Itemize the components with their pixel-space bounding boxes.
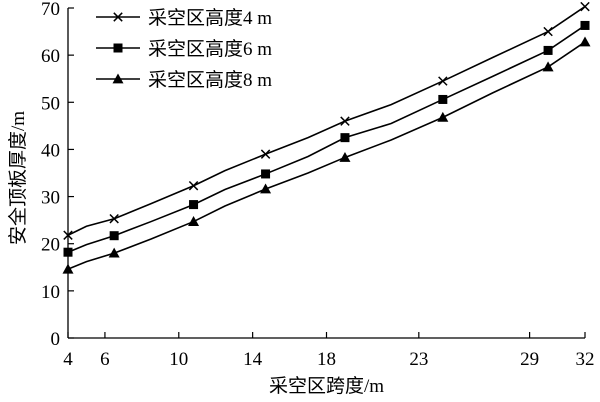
x-axis-title: 采空区跨度/m <box>269 375 384 397</box>
series-2 <box>63 20 590 257</box>
ticks: 0 10 20 30 40 50 60 70 4 6 10 14 18 23 29 32 <box>41 0 595 370</box>
x-tick-label: 23 <box>409 349 428 370</box>
y-tick-label: 30 <box>41 188 60 209</box>
x-tick-label: 32 <box>576 349 595 370</box>
x-marker-stroke <box>109 213 119 224</box>
series-line <box>67 5 586 236</box>
series-line <box>67 24 586 253</box>
data-point <box>340 133 350 143</box>
y-tick-label: 20 <box>41 235 60 256</box>
data-point <box>579 36 591 47</box>
data-point <box>109 213 119 224</box>
legend-label: 采空区高度6 m <box>148 38 272 60</box>
y-tick-label: 0 <box>51 329 61 350</box>
x-marker-stroke <box>543 26 553 37</box>
legend-item-1: 采空区高度4 m <box>96 7 272 29</box>
y-tick-label: 60 <box>41 46 60 67</box>
data-point <box>63 230 73 240</box>
legend: 采空区高度4 m 采空区高度6 m 采空区高度8 m <box>96 7 272 91</box>
legend-item-2: 采空区高度6 m <box>96 38 272 60</box>
y-tick-label: 70 <box>41 0 60 20</box>
series-line <box>67 41 586 270</box>
x-marker-stroke <box>580 1 590 12</box>
x-tick-label: 29 <box>520 349 539 370</box>
x-marker-stroke <box>260 149 271 159</box>
x-tick-label: 14 <box>243 349 263 370</box>
y-tick-label: 10 <box>41 282 60 303</box>
data-point <box>580 1 590 12</box>
legend-marker <box>113 43 123 53</box>
data-point <box>260 183 272 194</box>
series-1 <box>63 1 590 240</box>
data-point <box>339 151 351 162</box>
x-tick-label: 10 <box>169 349 188 370</box>
data-point <box>437 111 449 122</box>
x-tick-label: 4 <box>63 349 73 370</box>
data-point <box>542 61 554 72</box>
data-point <box>580 20 590 30</box>
data-point <box>438 76 448 86</box>
data-point <box>63 247 73 257</box>
series-layer <box>62 1 591 274</box>
data-point <box>260 149 271 159</box>
data-point <box>188 216 200 226</box>
x-marker-stroke <box>340 116 350 126</box>
x-tick-label: 18 <box>317 349 336 370</box>
data-point <box>543 26 553 37</box>
x-marker-stroke <box>113 12 123 22</box>
legend-item-3: 采空区高度8 m <box>96 69 272 91</box>
axes <box>67 8 585 339</box>
data-point <box>340 116 350 126</box>
legend-marker <box>113 12 123 22</box>
legend-marker <box>112 73 124 84</box>
legend-label: 采空区高度4 m <box>148 7 272 29</box>
data-point <box>109 231 119 241</box>
legend-label: 采空区高度8 m <box>148 69 272 91</box>
y-tick-label: 40 <box>41 140 60 161</box>
x-tick-label: 6 <box>100 349 110 370</box>
data-point <box>189 200 199 210</box>
x-marker-stroke <box>188 180 199 191</box>
data-point <box>261 169 271 179</box>
data-point <box>108 247 120 258</box>
series-3 <box>62 36 591 274</box>
data-point <box>543 45 553 55</box>
data-point <box>188 180 199 191</box>
data-point <box>438 94 448 104</box>
x-marker-stroke <box>63 230 73 240</box>
y-tick-label: 50 <box>41 93 60 114</box>
y-axis-title: 安全顶板厚度/m <box>7 111 29 245</box>
data-point <box>62 263 74 274</box>
x-marker-stroke <box>438 76 448 86</box>
